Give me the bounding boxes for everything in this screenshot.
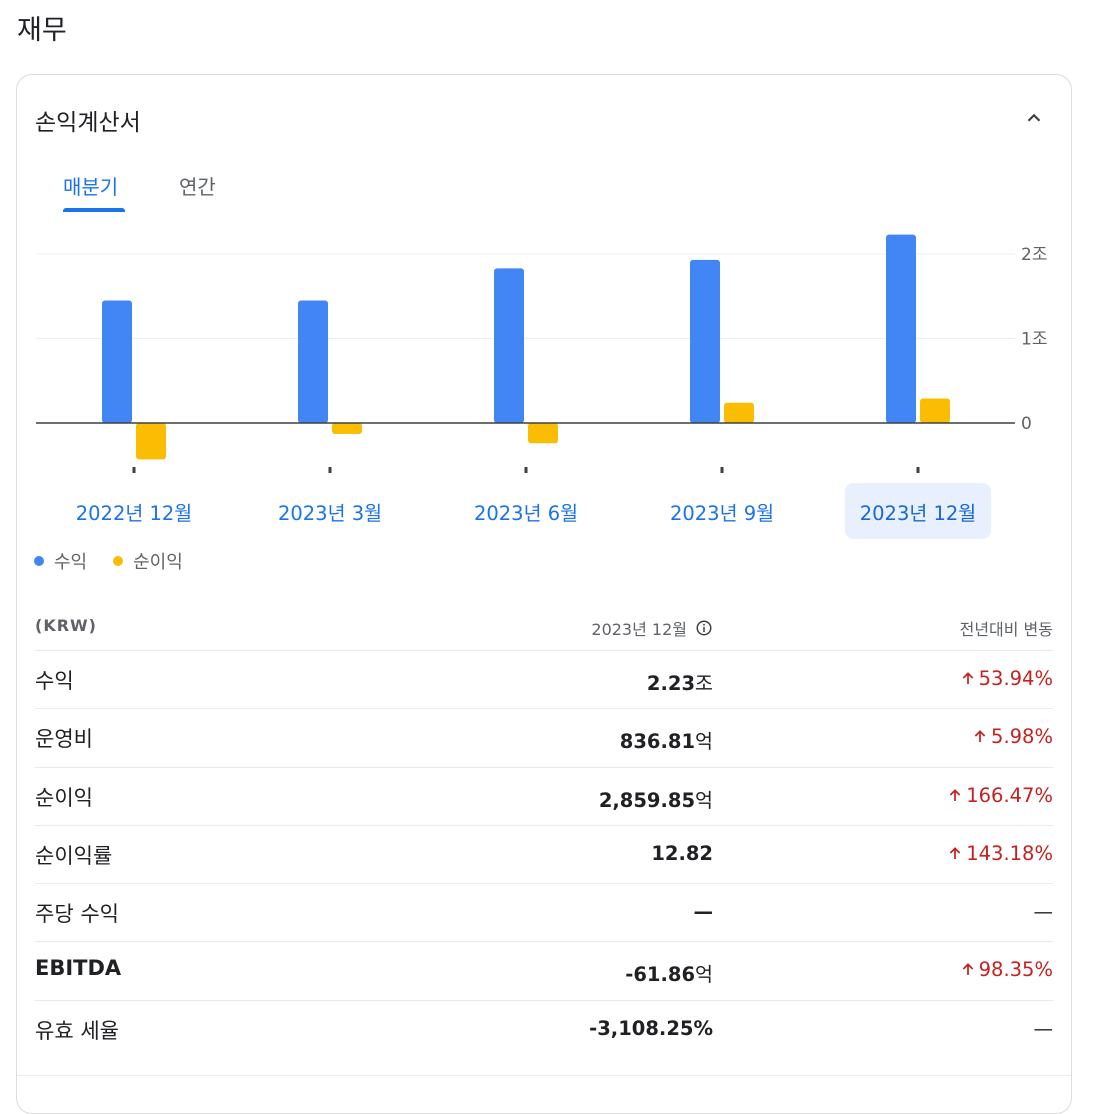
arrow-up-icon	[974, 730, 986, 743]
row-change: 5.98%	[972, 725, 1053, 748]
value-unit: 조	[695, 672, 713, 695]
row-change: —	[1034, 900, 1054, 923]
value-number: -3,108.25%	[589, 1016, 713, 1040]
table-header: (KRW) 2023년 12월 전년대비 변동	[35, 612, 1053, 652]
row-change: —	[1034, 1017, 1054, 1040]
y-tick-label: 0	[1021, 414, 1032, 434]
legend-item-net-income: 순이익	[113, 548, 183, 574]
net-income-bar	[332, 423, 362, 434]
income-chart: 2조 1조 0	[36, 234, 1047, 473]
tab-quarterly[interactable]: 매분기	[63, 175, 119, 199]
value-unit: 억	[695, 788, 713, 812]
row-change: 98.35%	[960, 958, 1053, 981]
arrow-up-icon	[949, 846, 961, 859]
row-change: 143.18%	[947, 842, 1053, 865]
period-button[interactable]: 2023년 6월	[473, 501, 579, 525]
income-statement-card: 손익계산서 매분기 연간 2조 1조 0 2022년 12월 2023년 3월 2023…	[16, 74, 1072, 1114]
row-label: 순이익	[35, 785, 93, 810]
value-number: —	[693, 900, 714, 924]
legend-item-revenue: 수익	[34, 548, 87, 574]
net-income-bar	[920, 398, 950, 423]
change-header: 전년대비 변동	[959, 620, 1053, 639]
row-value: 2.23조	[647, 667, 713, 696]
period-header: 2023년 12월	[591, 616, 713, 640]
revenue-bar	[690, 259, 720, 423]
net-income-bar	[724, 402, 754, 423]
period-button[interactable]: 2023년 3월	[277, 501, 383, 525]
value-unit: 억	[695, 963, 713, 987]
row-value: 12.82	[651, 842, 713, 865]
y-tick-label: 2조	[1021, 245, 1047, 265]
row-label: 운영비	[35, 727, 93, 752]
table-row: 수익 2.23조 53.94%	[35, 650, 1053, 708]
period-header-label: 2023년 12월	[591, 620, 687, 639]
arrow-up-icon	[962, 963, 973, 976]
y-tick-label: 1조	[1021, 330, 1047, 350]
legend-dot-icon	[34, 556, 44, 566]
financial-table: 수익 2.23조 53.94% 운영비 836.81억 5.98% 순이익 2,859.85억…	[35, 650, 1053, 1058]
change-value: 143.18%	[966, 841, 1053, 865]
legend-label: 수익	[54, 552, 88, 573]
revenue-bar	[494, 268, 524, 423]
table-row: 유효 세율 -3,108.25% —	[35, 999, 1054, 1058]
currency-label: (KRW)	[35, 616, 97, 635]
change-value: —	[1033, 900, 1054, 924]
row-label: 순이익률	[35, 843, 113, 868]
row-value: -61.86억	[625, 958, 713, 987]
table-row: 운영비 836.81억 5.98%	[35, 708, 1053, 766]
value-unit: 억	[695, 730, 713, 754]
row-value: —	[694, 900, 714, 923]
row-label: EBITDA	[35, 956, 122, 981]
row-label: 수익	[35, 669, 74, 693]
row-label: 주당 수익	[35, 902, 119, 927]
value-number: 836.81	[619, 730, 696, 754]
row-value: -3,108.25%	[589, 1017, 713, 1040]
card-title: 손익계산서	[35, 110, 141, 136]
table-row: EBITDA -61.86억 98.35%	[35, 941, 1053, 999]
table-row: 주당 수익 — —	[35, 883, 1053, 941]
value-number: 2,859.85	[598, 788, 696, 812]
revenue-bar	[102, 300, 132, 423]
change-value: 98.35%	[978, 958, 1053, 982]
arrow-up-icon	[949, 788, 961, 801]
table-row: 순이익 2,859.85억 166.47%	[35, 766, 1053, 825]
net-income-bar	[136, 423, 166, 460]
info-icon[interactable]	[695, 619, 713, 637]
change-value: 53.94%	[978, 667, 1053, 690]
value-number: -61.86	[625, 963, 696, 987]
row-change: 166.47%	[947, 784, 1053, 807]
tab-active-indicator	[63, 208, 125, 212]
arrow-up-icon	[962, 672, 973, 684]
divider	[17, 1075, 1071, 1076]
legend-dot-icon	[113, 556, 124, 566]
collapse-button[interactable]	[1019, 103, 1049, 133]
revenue-bar	[298, 300, 328, 423]
row-change: 53.94%	[960, 667, 1053, 690]
tab-annual[interactable]: 연간	[179, 175, 216, 199]
section-title: 재무	[17, 15, 67, 46]
chevron-up-icon	[1027, 113, 1041, 122]
row-value: 836.81억	[620, 725, 713, 754]
period-button[interactable]: 2022년 12월	[75, 501, 193, 525]
row-value: 2,859.85억	[599, 784, 713, 813]
change-value: 5.98%	[991, 725, 1053, 749]
change-value: —	[1033, 1016, 1054, 1040]
table-row: 순이익률 12.82 143.18%	[35, 824, 1053, 883]
chart-legend: 수익 순이익	[34, 548, 209, 574]
period-button[interactable]: 2023년 12월	[845, 483, 991, 539]
change-value: 166.47%	[966, 783, 1053, 807]
value-number: 12.82	[651, 841, 713, 865]
legend-label: 순이익	[133, 552, 183, 573]
value-number: 2.23	[646, 672, 696, 695]
period-button[interactable]: 2023년 9월	[669, 501, 775, 525]
revenue-bar	[886, 234, 916, 423]
net-income-bar	[528, 423, 558, 444]
row-label: 유효 세율	[35, 1018, 119, 1043]
